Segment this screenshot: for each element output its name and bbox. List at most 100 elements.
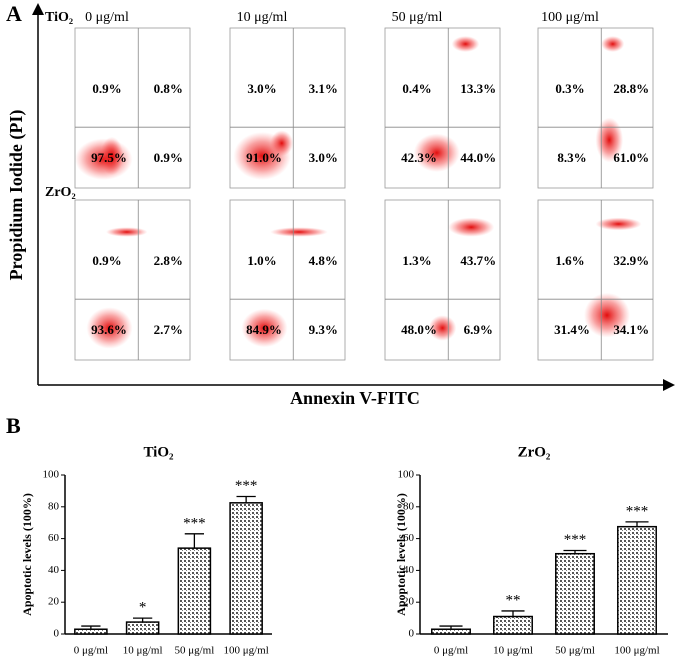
x-tick-label: 100 μg/ml <box>614 645 659 657</box>
panel-label: A <box>6 1 22 26</box>
y-tick-label: 100 <box>398 469 415 481</box>
event-cloud <box>428 315 457 341</box>
bar <box>617 525 657 635</box>
quadrant-percent: 0.9% <box>92 253 121 268</box>
bar <box>431 628 471 635</box>
event-cloud <box>601 36 625 52</box>
chart-title: ZrO₂ <box>518 444 551 460</box>
significance: *** <box>183 515 206 531</box>
y-tick-label: 20 <box>403 596 415 608</box>
quadrant-percent: 0.9% <box>154 150 183 165</box>
event-cloud <box>270 227 328 237</box>
plot-frame <box>384 199 501 361</box>
bar <box>177 547 212 635</box>
x-tick-label: 10 μg/ml <box>123 645 163 657</box>
plot-frame <box>229 27 346 189</box>
event-cloud <box>106 227 148 237</box>
quadrant-percent: 48.0% <box>401 322 437 337</box>
quadrant-percent: 97.5% <box>91 150 127 165</box>
quadrant-percent: 61.0% <box>613 150 649 165</box>
x-tick-label: 0 μg/ml <box>434 645 468 657</box>
y-axis-label: Apoptotic levels (100%) <box>20 493 34 616</box>
quadrant-percent: 9.3% <box>309 322 338 337</box>
quadrant-percent: 13.3% <box>460 81 496 96</box>
column-header: 100 μg/ml <box>541 10 599 25</box>
quadrant-percent: 34.1% <box>613 322 649 337</box>
bar <box>493 615 533 635</box>
event-cloud <box>584 292 630 338</box>
plot-frame <box>74 27 191 189</box>
event-cloud <box>270 130 294 156</box>
y-tick-label: 80 <box>403 500 415 512</box>
quadrant-percent: 1.3% <box>402 253 431 268</box>
column-header: 10 μg/ml <box>237 10 288 25</box>
row-label: ZrO₂ <box>45 185 76 200</box>
quadrant-percent: 6.9% <box>464 322 493 337</box>
bar <box>74 628 108 635</box>
bar <box>229 502 263 635</box>
y-tick-label: 0 <box>54 628 60 640</box>
y-axis-label: Apoptotic levels (100%) <box>394 493 408 616</box>
quadrant-percent: 8.3% <box>557 150 586 165</box>
quadrant-percent: 0.8% <box>154 81 183 96</box>
x-tick-label: 50 μg/ml <box>555 645 595 657</box>
x-tick-label: 100 μg/ml <box>223 645 268 657</box>
quadrant-percent: 93.6% <box>91 322 127 337</box>
x-axis-label: Annexin V-FITC <box>290 388 420 408</box>
plot-frame <box>537 27 654 189</box>
plot-frame <box>229 199 346 361</box>
event-cloud <box>595 217 642 231</box>
bar <box>555 552 595 635</box>
quadrant-percent: 32.9% <box>613 253 649 268</box>
significance: *** <box>626 503 649 519</box>
x-tick-label: 10 μg/ml <box>493 645 533 657</box>
y-tick-label: 0 <box>409 628 415 640</box>
significance: ** <box>506 592 521 608</box>
quadrant-percent: 0.3% <box>555 81 584 96</box>
y-tick-label: 60 <box>48 532 60 544</box>
y-tick-label: 20 <box>48 596 60 608</box>
y-tick-label: 100 <box>43 469 60 481</box>
panel-label: B <box>6 413 21 438</box>
y-tick-label: 60 <box>403 532 415 544</box>
quadrant-percent: 2.8% <box>154 253 183 268</box>
quadrant-percent: 0.4% <box>402 81 431 96</box>
significance: * <box>139 600 147 616</box>
x-tick-label: 0 μg/ml <box>74 645 108 657</box>
chart-title: TiO₂ <box>143 444 174 460</box>
event-cloud <box>241 308 288 348</box>
quadrant-percent: 42.3% <box>401 150 437 165</box>
quadrant-percent: 84.9% <box>246 322 282 337</box>
y-tick-label: 40 <box>403 564 415 576</box>
column-header: 50 μg/ml <box>392 10 443 25</box>
quadrant-percent: 2.7% <box>154 322 183 337</box>
y-axis-label: Propidium Iodide (PI) <box>6 110 27 281</box>
event-cloud <box>448 217 495 237</box>
plot-frame <box>384 27 501 189</box>
quadrant-percent: 44.0% <box>460 150 496 165</box>
x-tick-label: 50 μg/ml <box>174 645 214 657</box>
bar <box>125 621 160 635</box>
event-cloud <box>86 307 133 349</box>
quadrant-percent: 31.4% <box>554 322 590 337</box>
y-tick-label: 80 <box>48 500 60 512</box>
quadrant-percent: 3.0% <box>247 81 276 96</box>
plot-frame <box>537 199 654 361</box>
quadrant-percent: 91.0% <box>246 150 282 165</box>
event-cloud <box>451 36 480 52</box>
row-label: TiO₂ <box>45 10 73 25</box>
significance: *** <box>564 532 587 548</box>
quadrant-percent: 3.1% <box>309 81 338 96</box>
quadrant-percent: 0.9% <box>92 81 121 96</box>
significance: *** <box>235 478 258 494</box>
y-tick-label: 40 <box>48 564 60 576</box>
quadrant-percent: 28.8% <box>613 81 649 96</box>
event-cloud <box>595 117 624 163</box>
column-header: 0 μg/ml <box>85 10 129 25</box>
quadrant-percent: 1.0% <box>247 253 276 268</box>
quadrant-percent: 4.8% <box>309 253 338 268</box>
event-cloud <box>100 136 124 176</box>
plot-frame <box>74 199 191 361</box>
quadrant-percent: 1.6% <box>555 253 584 268</box>
